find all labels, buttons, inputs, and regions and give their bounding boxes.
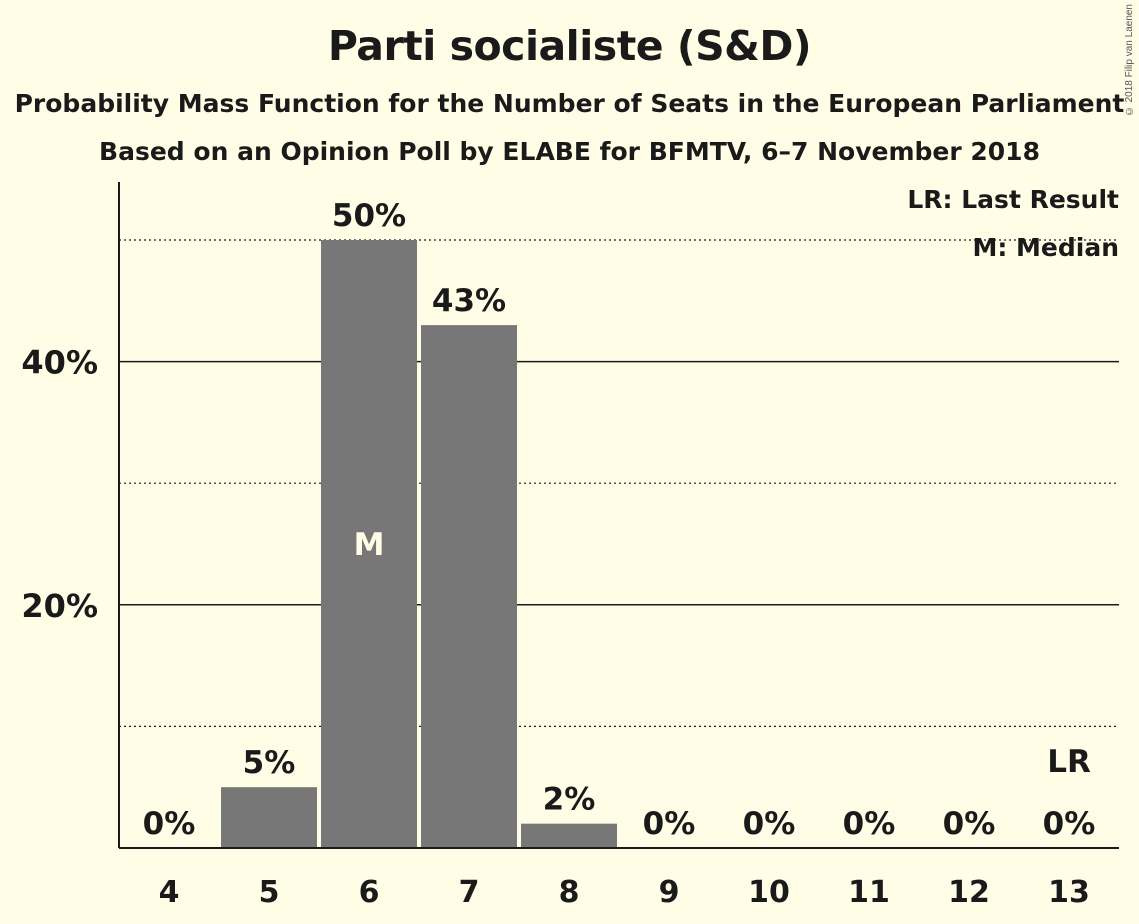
bar-value-label: 0% — [743, 806, 796, 842]
x-tick-label: 4 — [159, 875, 180, 910]
bar — [221, 787, 317, 848]
bar-value-label: 0% — [943, 806, 996, 842]
bar-value-label: 0% — [1043, 806, 1096, 842]
median-marker: M — [354, 527, 385, 563]
x-tick-label: 13 — [1048, 875, 1090, 910]
bar-value-label: 0% — [143, 806, 196, 842]
bar — [321, 240, 417, 848]
legend-median: M: Median — [972, 233, 1119, 262]
x-tick-label: 9 — [659, 875, 680, 910]
x-tick-label: 10 — [748, 875, 790, 910]
bar-value-label: 0% — [643, 806, 696, 842]
x-tick-label: 8 — [559, 875, 580, 910]
legend-last-result: LR: Last Result — [907, 185, 1119, 214]
x-tick-label: 6 — [359, 875, 380, 910]
x-tick-label: 11 — [848, 875, 890, 910]
bar-value-label: 43% — [432, 283, 506, 319]
bar — [421, 325, 517, 848]
bar-value-label: 50% — [332, 198, 406, 234]
chart-source-subtitle: Based on an Opinion Poll by ELABE for BF… — [99, 137, 1040, 166]
bar-value-label: 2% — [543, 782, 596, 818]
y-tick-label: 20% — [21, 587, 98, 625]
chart-subtitle: Probability Mass Function for the Number… — [14, 89, 1125, 118]
x-tick-label: 5 — [259, 875, 280, 910]
x-tick-label: 7 — [459, 875, 480, 910]
bar-value-label: 0% — [843, 806, 896, 842]
y-tick-label: 40% — [21, 344, 98, 382]
chart-title: Parti socialiste (S&D) — [327, 22, 812, 70]
x-tick-label: 12 — [948, 875, 990, 910]
bar-value-label: 5% — [243, 745, 296, 781]
bar — [521, 823, 617, 848]
last-result-marker: LR — [1047, 744, 1091, 780]
